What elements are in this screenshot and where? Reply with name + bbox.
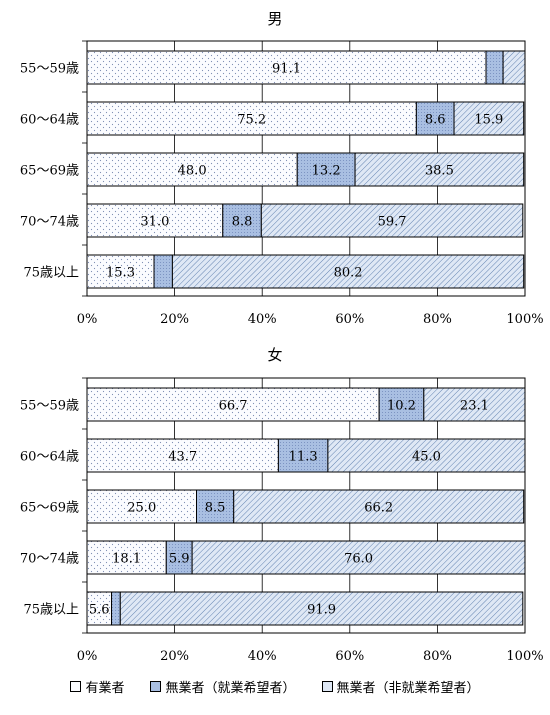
data-label-want-work: 10.2 <box>387 399 416 414</box>
x-tick-label-men: 60% <box>335 312 364 327</box>
legend-swatch-want-work <box>150 680 162 692</box>
bar-segment-employed <box>86 152 298 187</box>
bar-segment-no-want <box>233 489 525 524</box>
legend-item-want-work: 無業者（就業希望者） <box>150 676 296 696</box>
bar-segment-employed <box>86 203 224 238</box>
category-label-men: 70～74歳 <box>20 215 79 230</box>
x-tick-label-women: 80% <box>423 649 452 664</box>
data-label-employed: 91.1 <box>272 62 301 77</box>
data-label-employed: 43.7 <box>168 450 197 465</box>
chart-title-women: 女 <box>267 346 282 364</box>
bar-segment-no-want <box>327 438 526 473</box>
chart-panels: 男 55～59歳 91.1 60～64歳 75.2 8.6 15.9 65～69歳 48.0 13… <box>20 10 544 664</box>
bar-segment-no-want <box>119 591 524 626</box>
bar-segment-want-work <box>153 254 173 289</box>
bar-segment-employed <box>86 50 487 85</box>
legend-swatch-employed <box>70 680 82 692</box>
x-tick-label-men: 40% <box>248 312 277 327</box>
bar-segment-employed <box>86 438 279 473</box>
legend-label-employed: 有業者 <box>85 680 125 696</box>
bar-segment-employed <box>86 387 380 422</box>
bar-segment-employed <box>86 540 167 575</box>
data-label-no-want: 59.7 <box>378 215 407 230</box>
category-label-women: 60～64歳 <box>20 450 79 465</box>
x-tick-label-men: 0% <box>77 312 98 327</box>
category-label-women: 75歳以上 <box>23 603 79 618</box>
bar-segment-no-want <box>354 152 525 187</box>
data-label-employed: 66.7 <box>219 399 248 414</box>
chart-panel-women: 女 55～59歳 66.7 10.2 23.1 60～64歳 43.7 11.3 45.0 65～… <box>20 346 544 664</box>
data-label-want-work: 5.9 <box>169 552 190 567</box>
bar-segment-no-want <box>502 50 526 85</box>
x-tick-label-men: 80% <box>423 312 452 327</box>
data-label-employed: 75.2 <box>237 113 266 128</box>
category-label-men: 55～59歳 <box>20 62 79 77</box>
bar-segment-no-want <box>423 387 526 422</box>
data-label-no-want: 80.2 <box>334 266 363 281</box>
data-label-no-want: 45.0 <box>412 450 441 465</box>
category-label-men: 65～69歳 <box>20 164 79 179</box>
data-label-employed: 15.3 <box>106 266 135 281</box>
bar-segment-employed <box>86 591 113 626</box>
category-label-women: 65～69歳 <box>20 501 79 516</box>
chart-panel-men: 男 55～59歳 91.1 60～64歳 75.2 8.6 15.9 65～69歳 48.0 13… <box>20 10 544 327</box>
bar-segment-no-want <box>191 540 526 575</box>
data-label-employed: 48.0 <box>178 164 207 179</box>
category-label-men: 60～64歳 <box>20 113 79 128</box>
legend-item-no-want: 無業者（非就業希望者） <box>321 676 480 696</box>
x-tick-label-women: 20% <box>160 649 189 664</box>
data-label-want-work: 11.3 <box>289 450 318 465</box>
category-label-men: 75歳以上 <box>23 266 79 281</box>
data-label-want-work: 8.6 <box>425 113 446 128</box>
data-label-want-work: 8.8 <box>232 215 253 230</box>
bar-segment-employed <box>86 489 197 524</box>
bar-segment-want-work <box>415 101 455 136</box>
data-label-employed: 25.0 <box>127 501 156 516</box>
bar-segment-no-want <box>260 203 524 238</box>
category-label-women: 70～74歳 <box>20 552 79 567</box>
data-label-no-want: 38.5 <box>425 164 454 179</box>
bar-segment-want-work <box>111 591 121 626</box>
bar-segment-want-work <box>165 540 193 575</box>
data-label-employed: 18.1 <box>112 552 141 567</box>
data-label-no-want: 23.1 <box>460 399 489 414</box>
legend-label-want-work: 無業者（就業希望者） <box>165 680 296 696</box>
x-tick-label-women: 60% <box>335 649 364 664</box>
chart-title-men: 男 <box>267 10 282 28</box>
category-label-women: 55～59歳 <box>20 399 79 414</box>
data-label-no-want: 15.9 <box>474 113 503 128</box>
x-tick-label-men: 20% <box>160 312 189 327</box>
data-label-want-work: 13.2 <box>312 164 341 179</box>
data-label-no-want: 76.0 <box>344 552 373 567</box>
legend-label-no-want: 無業者（非就業希望者） <box>336 680 480 696</box>
legend-item-employed: 有業者 <box>70 676 124 696</box>
data-label-no-want: 66.2 <box>364 501 393 516</box>
bar-segment-no-want <box>453 101 525 136</box>
data-label-employed: 5.6 <box>89 603 110 618</box>
bar-segment-want-work <box>378 387 425 422</box>
bar-segment-no-want <box>171 254 525 289</box>
data-label-employed: 31.0 <box>140 215 169 230</box>
bar-segment-employed <box>86 101 417 136</box>
x-tick-label-women: 100% <box>506 649 543 664</box>
bar-segment-want-work <box>485 50 504 85</box>
legend-swatch-no-want <box>321 680 333 692</box>
chart-legend: 有業者 無業者（就業希望者） 無業者（非就業希望者） <box>0 676 550 696</box>
x-tick-label-women: 0% <box>77 649 98 664</box>
data-label-no-want: 91.9 <box>307 603 336 618</box>
x-tick-label-women: 40% <box>248 649 277 664</box>
x-tick-label-men: 100% <box>506 312 543 327</box>
data-label-want-work: 8.5 <box>205 501 226 516</box>
